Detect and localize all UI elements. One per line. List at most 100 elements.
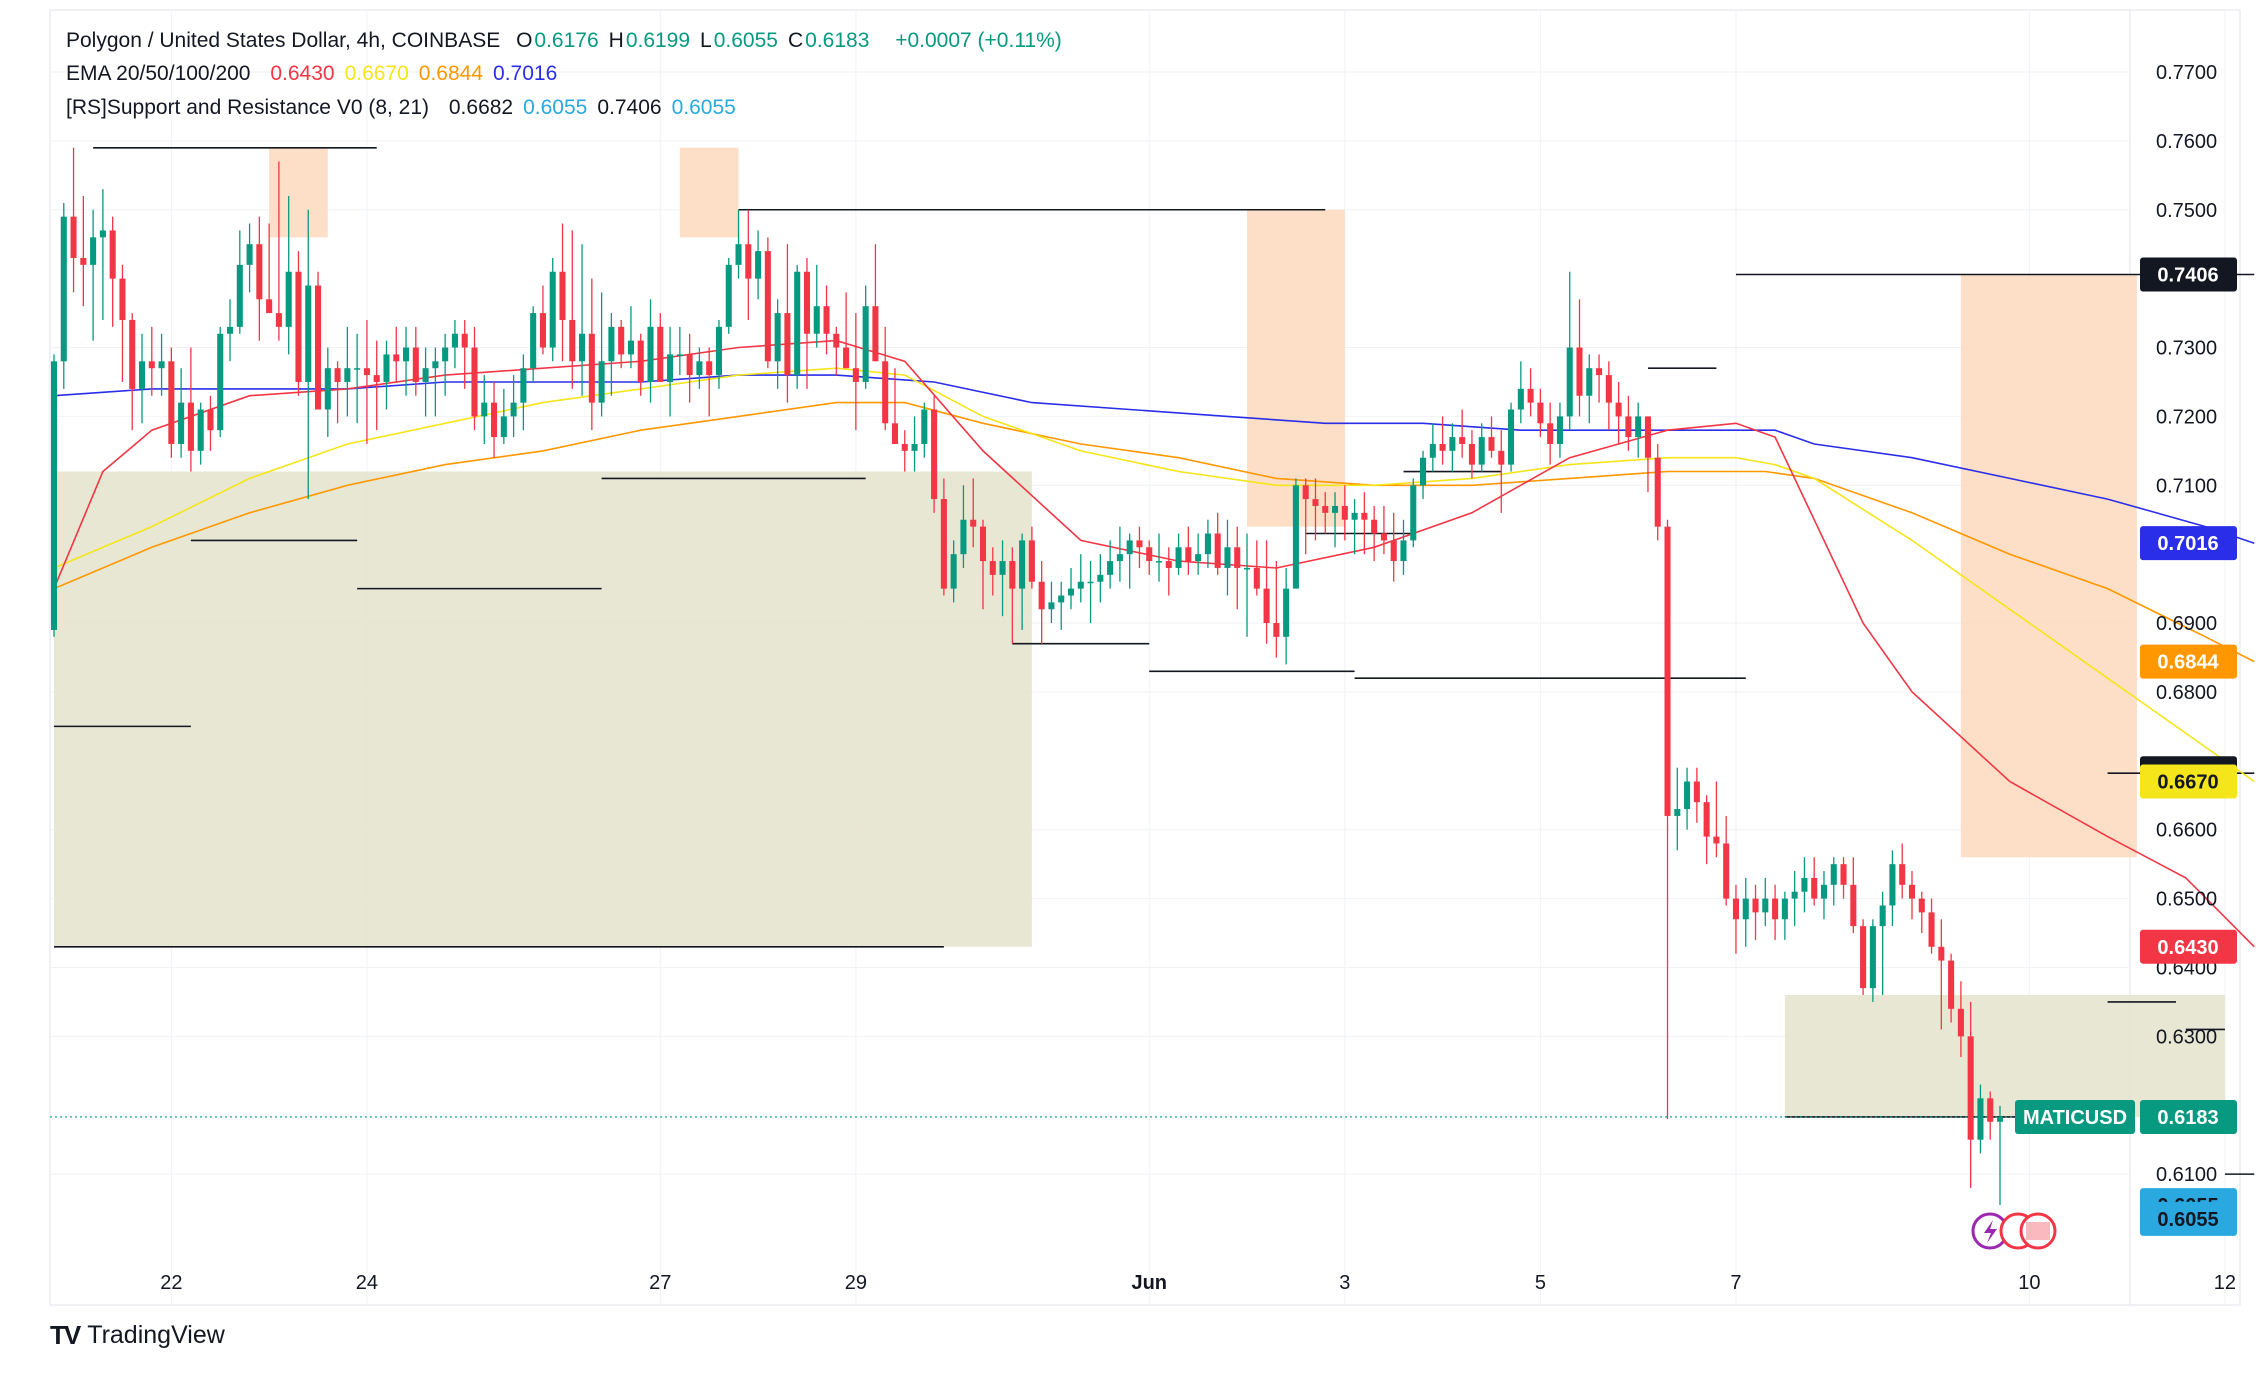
candle (500, 388, 507, 444)
price-badge-text: 0.6844 (2157, 652, 2219, 674)
candle (686, 333, 693, 403)
sr-value-2: 0.7406 (597, 96, 662, 119)
candle-body (1703, 802, 1710, 837)
candle-body (471, 347, 478, 417)
candle (1732, 884, 1740, 954)
y-tick-label: 0.6100 (2156, 1164, 2217, 1186)
candle-body (138, 361, 146, 389)
candle (1400, 519, 1407, 575)
candle-body (207, 409, 214, 431)
candle (50, 354, 58, 637)
candle-body (90, 237, 97, 265)
sr-legend[interactable]: [RS]Support and Resistance V0 (8, 21) 0.… (66, 94, 756, 122)
candles (50, 147, 2004, 1206)
candle-body (99, 230, 106, 238)
candle-body (1996, 1116, 2004, 1122)
candle-body (403, 347, 410, 362)
candle (393, 326, 400, 382)
candle (598, 292, 605, 417)
candle (1830, 857, 1837, 906)
candle-body (608, 326, 615, 362)
price-badge-bg (2140, 929, 2237, 964)
candle (129, 313, 136, 431)
candle (1185, 526, 1192, 575)
candle (1674, 767, 1681, 851)
price-badge: 0.6055 (2140, 1201, 2237, 1236)
candle (608, 313, 615, 396)
lightning-glyph-icon (1984, 1220, 1997, 1243)
candle-body (1508, 409, 1515, 465)
candle (1889, 850, 1896, 927)
candle-body (1459, 437, 1466, 444)
candle (1820, 871, 1828, 920)
candle (285, 195, 292, 355)
candle-body (1341, 505, 1348, 520)
candle (1214, 512, 1221, 575)
x-tick-label: 5 (1535, 1272, 1546, 1294)
candle (676, 326, 683, 376)
candle (1517, 361, 1524, 424)
candle (862, 285, 869, 389)
price-badge-bg (2140, 644, 2237, 679)
candle (266, 223, 273, 314)
candle (794, 264, 801, 389)
candle (1605, 361, 1612, 431)
candle (833, 326, 840, 376)
candle (1410, 478, 1417, 548)
candle-body (1146, 547, 1153, 562)
x-axis-labels: 22 24 27 29 Jun 3 5 7 10 12 (160, 1272, 2236, 1294)
candle-body (412, 347, 419, 382)
candle (1009, 547, 1016, 644)
candle-body (823, 306, 830, 334)
candle-body (715, 326, 722, 376)
candle-body (266, 299, 273, 314)
candle (1811, 857, 1818, 906)
candle-body (129, 319, 136, 389)
candle (275, 161, 282, 341)
symbol-legend[interactable]: Polygon / United States Dollar, 4h, COIN… (66, 27, 1072, 55)
candle (1928, 898, 1935, 954)
candle-body (520, 368, 527, 403)
candle (481, 375, 488, 444)
candle (1547, 402, 1554, 465)
candle (1332, 492, 1339, 548)
candle-body (1644, 416, 1651, 458)
candle-body (1556, 416, 1563, 444)
candle-body (999, 561, 1006, 575)
price-badge-text: 0.6183 (2157, 1107, 2218, 1129)
candle (1126, 533, 1133, 589)
price-badges: 0.74060.70160.68440.66820.66700.64300.61… (2015, 257, 2237, 1236)
candle-body (1586, 368, 1593, 396)
candle-body (1253, 567, 1260, 589)
candle-body (1879, 905, 1886, 927)
candle (1556, 402, 1563, 458)
price-badge: 0.7406 (2140, 257, 2237, 292)
price-badge: 0.6430 (2140, 929, 2237, 964)
candle-body (226, 326, 234, 334)
candle (950, 540, 957, 603)
candle-body (119, 278, 126, 320)
candle (1791, 871, 1798, 927)
candle (1713, 781, 1720, 858)
x-tick-label: Jun (1131, 1272, 1167, 1294)
candle (226, 299, 234, 362)
candle (236, 230, 243, 334)
candle (715, 319, 722, 389)
candle-body (1048, 602, 1055, 610)
candle (588, 278, 595, 431)
candle (1586, 354, 1593, 424)
candle (618, 319, 625, 369)
candle-body (1811, 877, 1818, 899)
candle-body (1908, 884, 1916, 899)
price-badge-text: 0.6055 (2157, 1209, 2218, 1231)
tradingview-logo[interactable]: TV TradingView (50, 1320, 225, 1351)
candle (451, 319, 458, 369)
ema-value-0: 0.6430 (270, 62, 335, 85)
ema-legend[interactable]: EMA 20/50/100/200 0.6430 0.6670 0.6844 0.70… (66, 60, 577, 88)
candle-body (1596, 368, 1603, 376)
candle-body (1791, 891, 1798, 899)
candle-body (1488, 437, 1495, 451)
candle-body (1224, 547, 1231, 568)
candle-body (442, 347, 449, 362)
